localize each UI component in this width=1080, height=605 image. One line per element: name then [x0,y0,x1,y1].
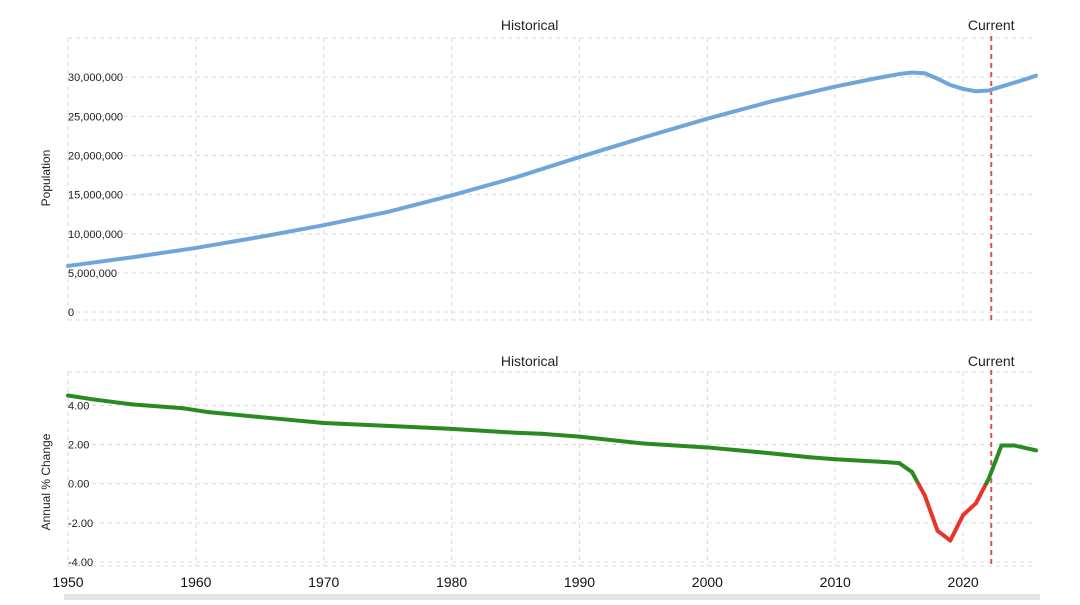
x-tick-label: 2020 [948,574,979,590]
y-axis-title: Population [39,150,53,207]
population-series-line [66,70,1038,268]
historical-section-label: Historical [501,17,559,33]
annual-change-line-segment [935,528,953,543]
annual-change-line-segment [948,513,966,543]
annual-change-line-segment [91,397,134,407]
horizontal-scrollbar[interactable] [64,594,1040,600]
x-tick-label: 1990 [564,574,595,590]
annual-change-line-segment [922,493,940,533]
annual-change-line-segment [181,406,211,415]
y-tick-label: -4.00 [68,557,93,569]
annual-change-line-segment [321,420,390,428]
annual-change-line-segment [577,434,646,446]
annual-change-line-segment [916,481,927,498]
y-axis-title: Annual % Change [39,433,53,530]
x-tick-label: 1950 [52,574,83,590]
current-section-label: Current [968,17,1015,33]
y-tick-label: 15,000,000 [68,190,123,202]
annual-change-line-segment [66,393,96,402]
y-tick-label: 4.00 [68,400,89,412]
annual-change-line-segment [909,469,921,486]
annual-change-line-segment [1012,443,1038,453]
x-tick-label: 1980 [436,574,467,590]
annual-change-line-segment [884,460,902,466]
annual-change-line-segment [807,455,838,462]
annual-change-line-segment [897,461,914,474]
annual-change-line-segment [385,423,454,431]
annual-change-line-segment [129,402,186,411]
y-tick-label: 2.00 [68,440,89,452]
annual-change-line-segment [206,410,262,420]
annual-change-line-segment [539,431,582,439]
x-tick-label: 2000 [692,574,723,590]
annual-change-line-segment [641,441,710,450]
y-tick-label: 0.00 [68,479,89,491]
annual-change-line-segment [257,415,326,425]
x-tick-label: 1970 [308,574,339,590]
y-tick-label: 10,000,000 [68,229,123,241]
annual-change-line-segment [973,481,989,506]
annual-change-line-segment [513,430,544,436]
y-tick-label: 5,000,000 [68,268,117,280]
annual-change-line-segment [986,443,1004,481]
annual-change-panel: -4.00 -2.00 0.00 2.00 4.00 Annual % Change His… [39,353,1038,569]
annual-change-line-segment [449,426,518,435]
annual-change-line-segment [833,457,889,465]
y-tick-label: 25,000,000 [68,111,123,123]
current-section-label: Current [968,353,1015,369]
annual-change-line-segment [705,445,774,456]
annual-change-line-segment [961,501,978,518]
y-tick-label: 0 [68,307,74,319]
population-panel: 0 5,000,000 10,000,000 15,000,000 20,000,000… [39,17,1038,321]
y-tick-label: 30,000,000 [68,72,123,84]
x-axis: 1950 1960 1970 1980 1990 2000 2010 2020 [52,574,978,590]
x-tick-label: 2010 [820,574,851,590]
y-tick-label: 20,000,000 [68,151,123,163]
y-tick-label: -2.00 [68,518,93,530]
x-tick-label: 1960 [180,574,211,590]
historical-section-label: Historical [501,353,559,369]
annual-change-line-segment [769,451,812,460]
